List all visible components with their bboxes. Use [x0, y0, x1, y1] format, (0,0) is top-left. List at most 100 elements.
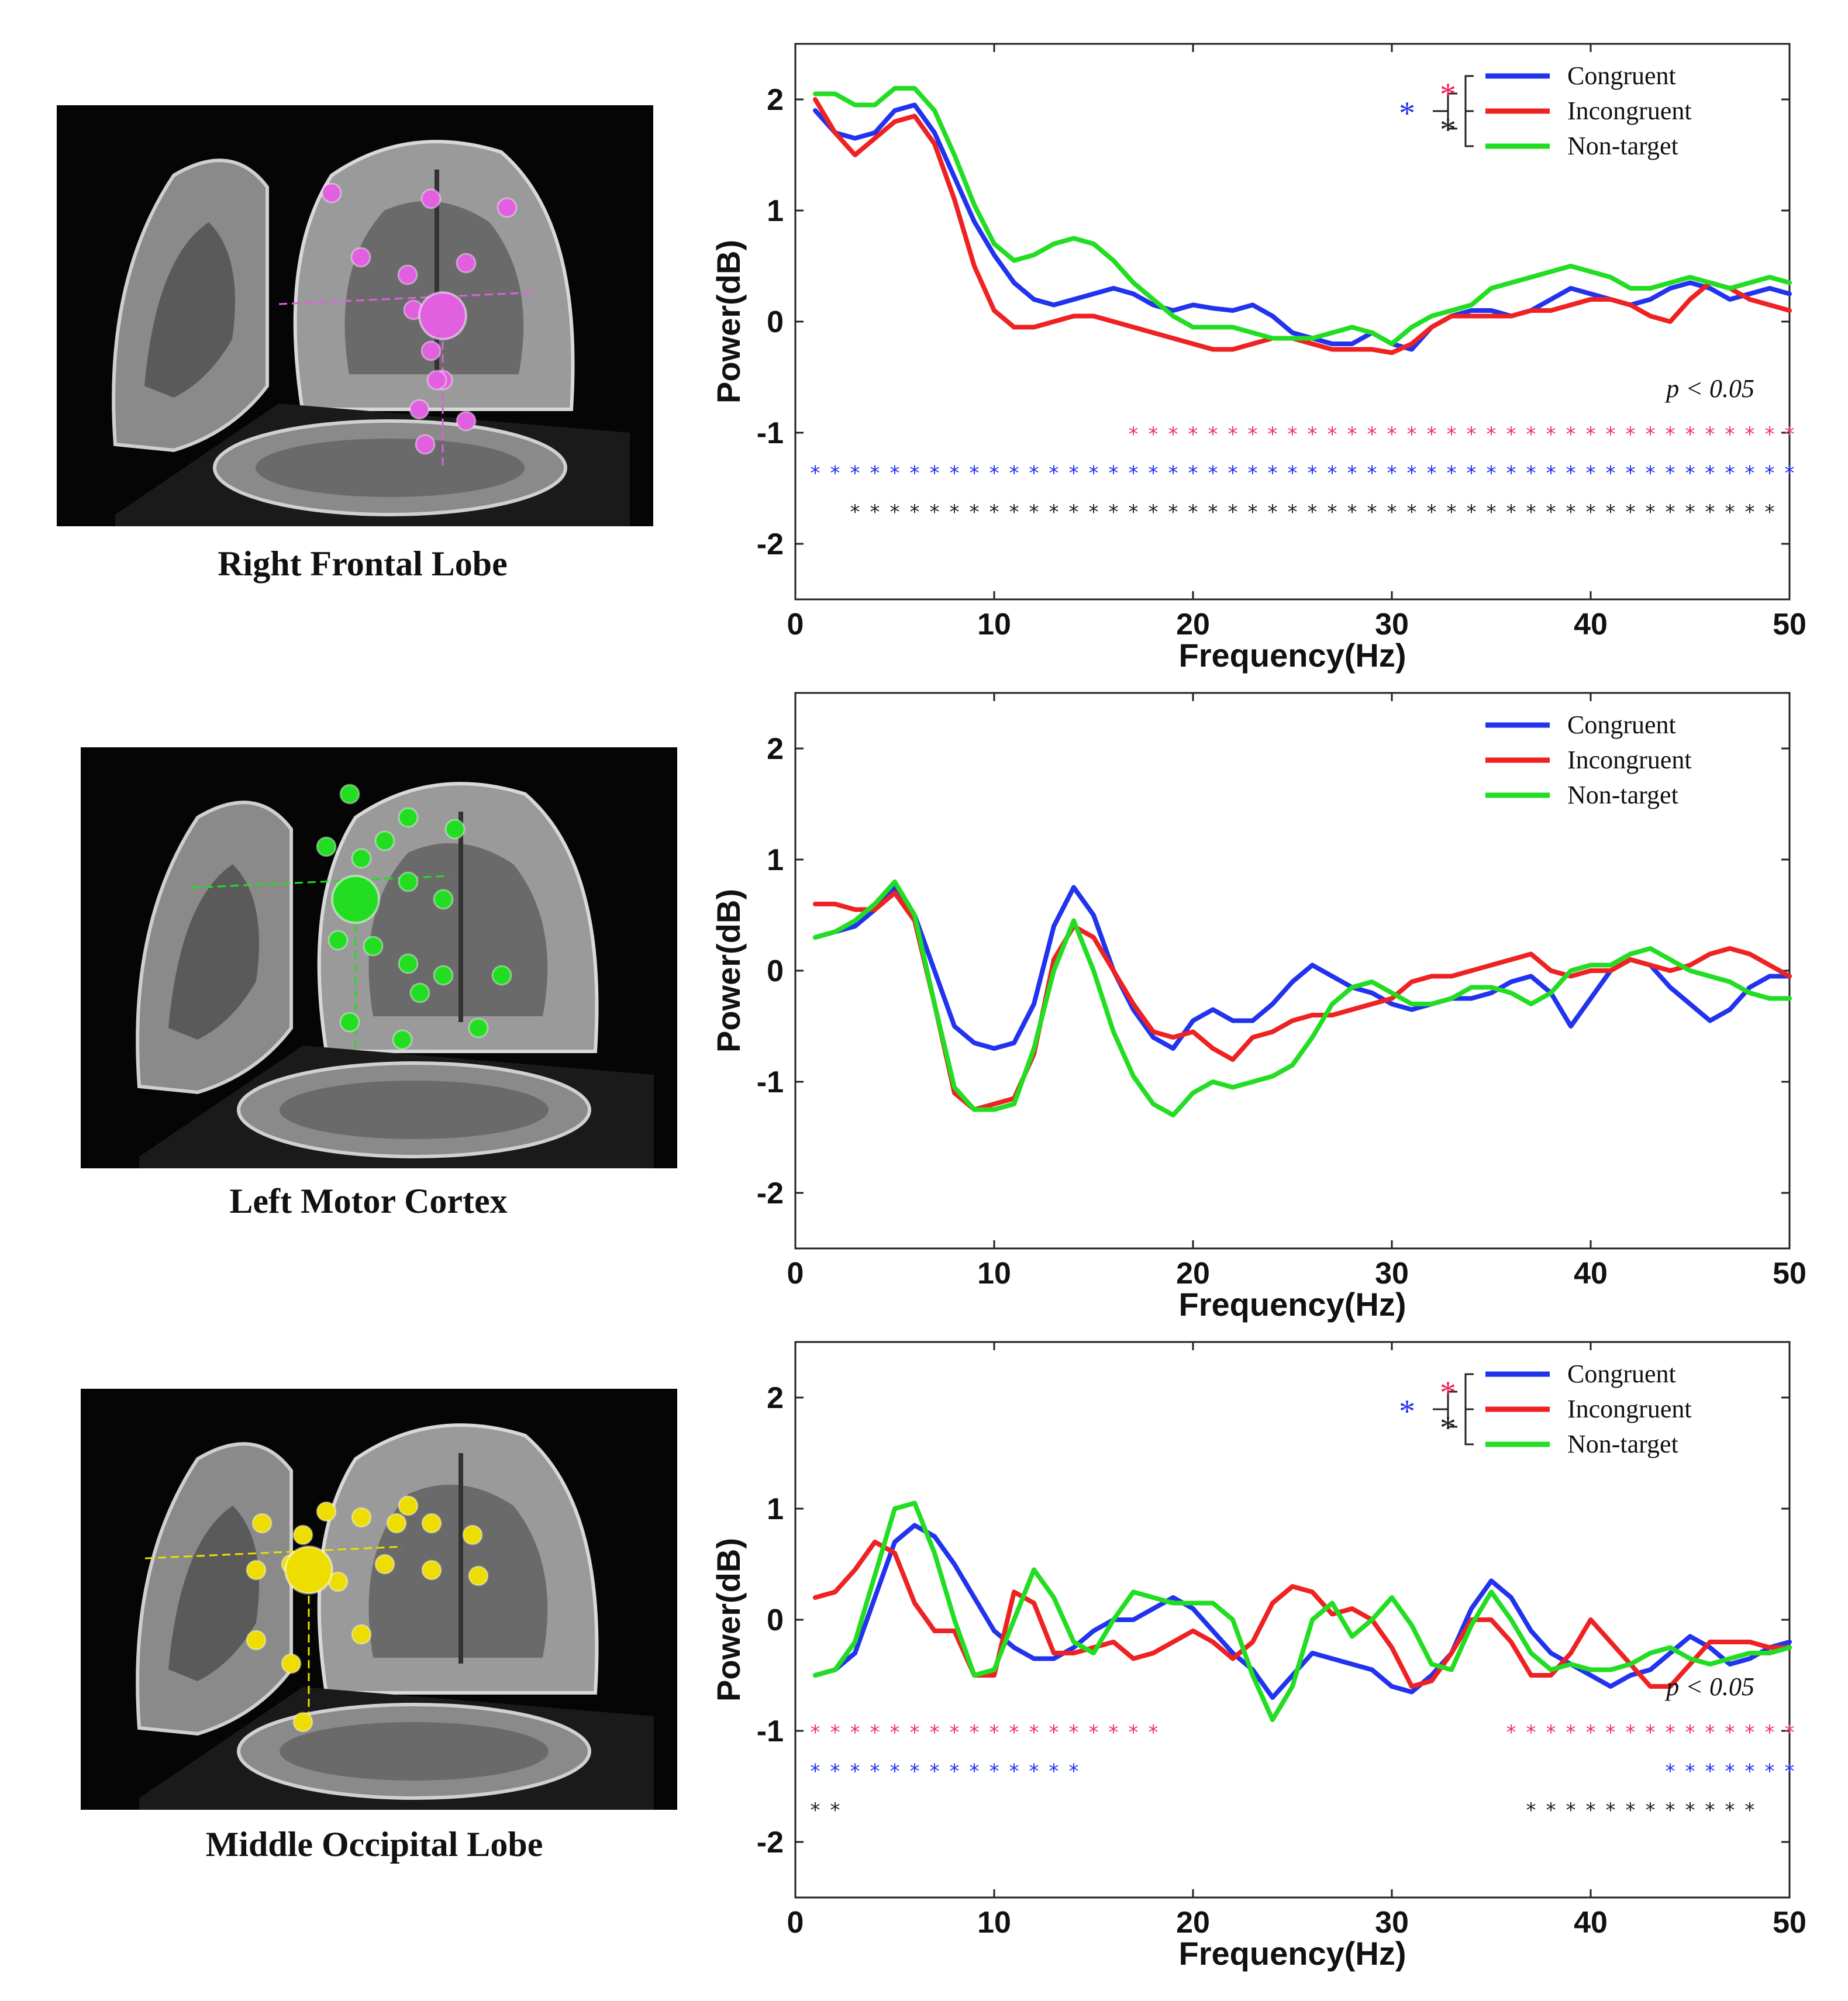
- significance-asterisk: *: [1545, 1721, 1557, 1744]
- significance-asterisk: *: [1028, 501, 1040, 524]
- significance-asterisk: *: [1724, 1760, 1736, 1783]
- dipole-marker: [426, 370, 447, 391]
- significance-asterisk: *: [1346, 423, 1358, 446]
- significance-asterisk: *: [1446, 462, 1457, 485]
- y-tick-label: 2: [767, 1381, 784, 1415]
- dipole-marker: [327, 930, 349, 951]
- y-axis-label: Power(dB): [710, 240, 747, 403]
- significance-asterisk: *: [809, 1799, 821, 1822]
- dipole-marker: [398, 871, 419, 892]
- brain-caption-left-motor: Left Motor Cortex: [229, 1182, 508, 1220]
- significance-asterisk: *: [1605, 423, 1616, 446]
- y-tick-label: -1: [757, 1714, 784, 1748]
- x-tick-label: 40: [1574, 1257, 1608, 1291]
- sagittal-inner: [144, 222, 235, 398]
- x-tick-label: 30: [1375, 608, 1409, 641]
- significance-asterisk: *: [1008, 462, 1020, 485]
- significance-asterisk: *: [968, 1760, 980, 1783]
- legend-asterisk-black: *: [1440, 112, 1456, 148]
- y-tick-label: -2: [757, 1177, 784, 1210]
- significance-asterisk: *: [1366, 423, 1378, 446]
- significance-asterisk: *: [1227, 501, 1239, 524]
- significance-asterisk: *: [1466, 423, 1477, 446]
- sagittal-inner: [168, 864, 259, 1040]
- significance-asterisk: *: [968, 1721, 980, 1744]
- significance-asterisk: *: [1545, 462, 1557, 485]
- significance-asterisk: *: [1565, 1799, 1577, 1822]
- significance-asterisk: *: [829, 462, 841, 485]
- series-line-non-target: [813, 86, 1792, 346]
- significance-asterisk: *: [1008, 1760, 1020, 1783]
- significance-asterisk: *: [1108, 501, 1119, 524]
- significance-asterisk: *: [1545, 1799, 1557, 1822]
- significance-asterisk: *: [1784, 423, 1795, 446]
- legend-bracket-2: [1464, 110, 1474, 147]
- significance-asterisk: *: [1625, 462, 1636, 485]
- significance-asterisk: *: [1784, 462, 1795, 485]
- significance-asterisk: *: [1644, 501, 1656, 524]
- significance-asterisk: *: [1625, 1799, 1636, 1822]
- significance-asterisk: *: [1684, 1721, 1696, 1744]
- dipole-marker: [433, 889, 454, 910]
- significance-asterisk: *: [988, 1760, 1000, 1783]
- dipole-marker: [316, 1501, 337, 1522]
- x-tick-label: 30: [1375, 1906, 1409, 1940]
- significance-asterisk: *: [1167, 423, 1179, 446]
- dipole-marker: [398, 807, 419, 828]
- dipole-marker: [350, 247, 371, 268]
- significance-asterisk: *: [968, 462, 980, 485]
- significance-asterisk: *: [1108, 462, 1119, 485]
- significance-asterisk: *: [1466, 462, 1477, 485]
- x-tick-label: 40: [1574, 1906, 1608, 1940]
- legend-label: Incongruent: [1567, 746, 1692, 774]
- significance-asterisk: *: [1704, 462, 1716, 485]
- x-tick-label: 40: [1574, 608, 1608, 641]
- significance-asterisk: *: [1585, 462, 1597, 485]
- significance-asterisk: *: [1446, 501, 1457, 524]
- significance-asterisk: *: [1287, 501, 1298, 524]
- y-tick-label: 2: [767, 83, 784, 117]
- dipole-marker: [351, 1507, 372, 1528]
- significance-asterisk: *: [1068, 462, 1080, 485]
- significance-asterisk: *: [1128, 462, 1139, 485]
- significance-asterisk: *: [1724, 1721, 1736, 1744]
- significance-asterisk: *: [929, 501, 940, 524]
- significance-asterisk: *: [1664, 501, 1676, 524]
- dipole-centroid: [284, 1545, 333, 1595]
- significance-asterisk: *: [1724, 1799, 1736, 1822]
- significance-label: p < 0.05: [1664, 374, 1754, 403]
- dipole-marker: [246, 1560, 267, 1581]
- significance-asterisk: *: [1625, 423, 1636, 446]
- chart-left-motor: 0 10 20 30 40 50210-1-2Frequency(Hz)Power(dB)…: [710, 692, 1806, 1323]
- y-tick-label: 1: [767, 843, 784, 877]
- significance-asterisk: *: [949, 1721, 960, 1744]
- dipole-marker: [491, 965, 512, 986]
- significance-asterisk: *: [1227, 423, 1239, 446]
- significance-asterisk: *: [849, 1760, 861, 1783]
- significance-asterisk: *: [1207, 501, 1219, 524]
- brain-caption-middle-occipital: Middle Occipital Lobe: [205, 1825, 543, 1864]
- brain-caption-right-frontal: Right Frontal Lobe: [218, 544, 508, 583]
- significance-asterisk: *: [1267, 423, 1278, 446]
- x-tick-label: 10: [977, 608, 1011, 641]
- significance-asterisk: *: [968, 501, 980, 524]
- axial-inner: [280, 1722, 549, 1781]
- significance-asterisk: *: [1585, 1721, 1597, 1744]
- significance-asterisk: *: [1048, 1760, 1060, 1783]
- y-tick-label: 1: [767, 1492, 784, 1526]
- dipole-marker: [251, 1513, 273, 1534]
- significance-asterisk: *: [1704, 423, 1716, 446]
- significance-asterisk: *: [1784, 1760, 1795, 1783]
- significance-asterisk: *: [1267, 501, 1278, 524]
- significance-asterisk: *: [1684, 501, 1696, 524]
- dipole-marker: [397, 264, 418, 285]
- dipole-centroid: [331, 875, 380, 924]
- significance-asterisk: *: [1147, 1721, 1159, 1744]
- legend-label: Incongruent: [1567, 1395, 1692, 1423]
- significance-asterisk: *: [1306, 501, 1318, 524]
- y-tick-label: 0: [767, 1603, 784, 1637]
- significance-asterisk: *: [909, 1760, 920, 1783]
- significance-asterisk: *: [809, 462, 821, 485]
- significance-asterisk: *: [829, 1799, 841, 1822]
